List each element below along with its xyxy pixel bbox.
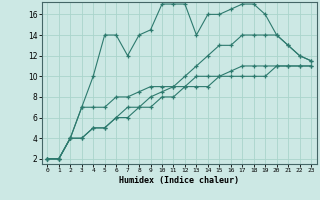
- X-axis label: Humidex (Indice chaleur): Humidex (Indice chaleur): [119, 176, 239, 185]
